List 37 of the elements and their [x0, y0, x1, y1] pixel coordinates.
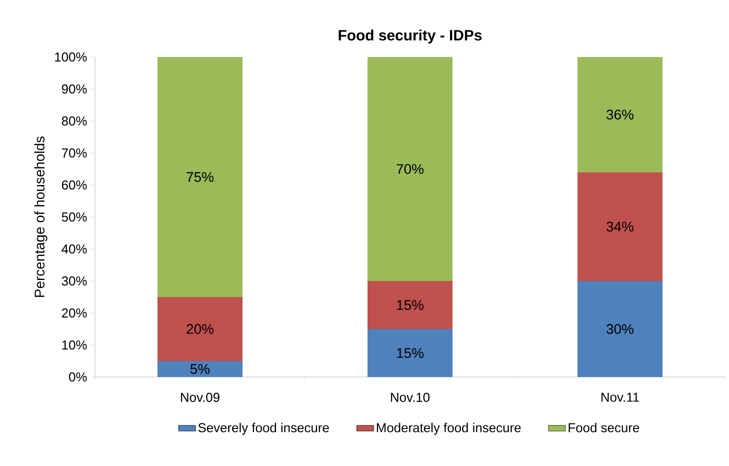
legend-label: Moderately food insecure — [376, 422, 521, 435]
legend-label: Food secure — [568, 422, 640, 432]
data-label: 15% — [397, 300, 424, 310]
y-tick-label: 50% — [62, 212, 87, 222]
data-label: 75% — [186, 172, 214, 182]
y-tick-label: 90% — [62, 84, 87, 94]
data-label: 70% — [396, 164, 424, 174]
bar — [578, 172, 663, 281]
y-axis-title: Percentage of households — [34, 136, 48, 297]
x-tick-label: Nov.11 — [602, 392, 639, 402]
bar — [368, 329, 453, 377]
y-tick-label: 60% — [62, 180, 87, 190]
bar — [158, 361, 242, 377]
data-label: 5% — [190, 364, 210, 374]
y-tick-label: 10% — [62, 340, 87, 350]
y-tick-label: 40% — [62, 244, 87, 254]
data-label: 30% — [606, 324, 634, 334]
bar — [368, 281, 453, 329]
y-tick-label: 20% — [62, 308, 87, 318]
y-tick-label: 30% — [62, 276, 87, 286]
x-tick-label: Nov.10 — [391, 392, 430, 402]
data-label: 36% — [606, 110, 634, 120]
bar — [158, 56, 242, 297]
y-tick-label: 80% — [62, 116, 87, 126]
bar — [368, 56, 453, 281]
y-tick-label: 70% — [62, 148, 87, 158]
data-label: 34% — [606, 222, 634, 232]
data-label: 20% — [186, 324, 214, 334]
y-tick-label: 100% — [55, 52, 87, 62]
bar — [578, 281, 663, 377]
bar — [578, 56, 663, 172]
bar — [158, 297, 242, 361]
y-tick-label: 0% — [69, 372, 87, 382]
chart-title: Food security - IDPs — [338, 30, 482, 44]
legend-label: Severely food insecure — [198, 422, 329, 435]
x-tick-label: Nov.09 — [181, 392, 220, 402]
data-label: 15% — [397, 348, 424, 358]
